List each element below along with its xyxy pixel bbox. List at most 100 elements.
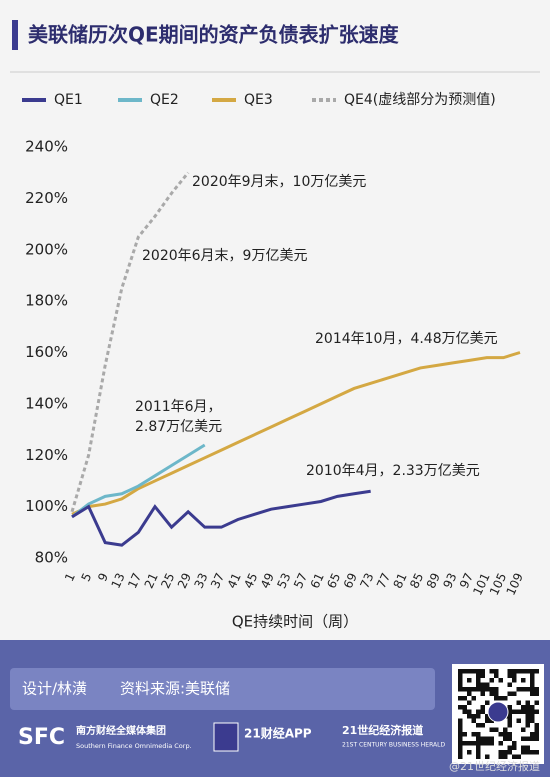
qr-cell <box>471 687 476 692</box>
qr-cell <box>534 732 539 737</box>
qr-cell <box>476 682 481 687</box>
y-tick-label: 220% <box>25 189 68 207</box>
annotation: 2020年6月末，9万亿美元 <box>142 248 307 264</box>
qr-cell <box>467 669 472 674</box>
qr-cell <box>507 736 512 741</box>
qr-cell <box>534 723 539 728</box>
qr-badge <box>487 701 509 723</box>
credit: 设计/林潢 <box>22 680 87 698</box>
x-tick-label: 81 <box>391 571 410 591</box>
qr-cell <box>525 700 530 705</box>
qr-cell <box>494 669 499 674</box>
legend-label: QE4(虚线部分为预测值) <box>344 92 496 108</box>
qr-cell <box>476 714 481 719</box>
qr-cell <box>521 705 526 710</box>
source: 资料来源:美联储 <box>120 680 230 698</box>
legend-label: QE2 <box>150 92 179 108</box>
qr-cell <box>525 718 530 723</box>
qr-cell <box>476 678 481 683</box>
qr-cell <box>480 687 485 692</box>
series-line <box>71 443 206 519</box>
qr-cell <box>458 745 463 750</box>
qr-cell <box>521 727 526 732</box>
x-tick-label: 45 <box>241 571 260 591</box>
qr-cell <box>507 691 512 696</box>
qr-cell <box>525 714 530 719</box>
qr-cell <box>480 723 485 728</box>
qr-cell <box>507 714 512 719</box>
qr-cell <box>485 741 490 746</box>
qr-cell <box>485 682 490 687</box>
x-tick-label: 93 <box>440 571 459 591</box>
qr-cell <box>498 741 503 746</box>
qr-cell <box>476 687 481 692</box>
qr-cell <box>471 669 476 674</box>
x-tick-label: 41 <box>225 571 244 591</box>
qr-cell <box>467 687 472 692</box>
qr-cell <box>485 700 490 705</box>
qr-cell <box>503 732 508 737</box>
qr-cell <box>485 754 490 759</box>
qr-cell <box>507 705 512 710</box>
qr-cell <box>507 723 512 728</box>
qr-cell <box>489 678 494 683</box>
qr-cell <box>534 750 539 755</box>
logo: 南方财经全媒体集团 <box>76 724 166 737</box>
x-tick-label: 33 <box>191 571 210 591</box>
y-tick-label: 100% <box>25 497 68 515</box>
x-tick-label: 77 <box>374 571 393 591</box>
qr-cell <box>471 718 476 723</box>
qr-cell <box>503 754 508 759</box>
y-tick-label: 80% <box>35 549 68 567</box>
qr-cell <box>467 678 472 683</box>
qr-cell <box>462 687 467 692</box>
app-icon <box>213 722 239 752</box>
qr-cell <box>516 709 521 714</box>
qr-cell <box>458 718 463 723</box>
qr-cell <box>507 673 512 678</box>
x-tick-label: 49 <box>258 571 277 591</box>
qr-cell <box>534 687 539 692</box>
x-axis-label: QE持续时间（周） <box>232 613 358 631</box>
qr-cell <box>458 678 463 683</box>
qr-cell <box>534 709 539 714</box>
qr-cell <box>480 673 485 678</box>
x-tick-label: 73 <box>357 571 376 591</box>
qr-cell <box>530 736 535 741</box>
qr-cell <box>494 691 499 696</box>
qr-cell <box>480 736 485 741</box>
qr-cell <box>521 669 526 674</box>
x-tick-label: 61 <box>308 571 327 591</box>
qr-cell <box>507 750 512 755</box>
qr-cell <box>534 691 539 696</box>
qr-cell <box>476 741 481 746</box>
qr-cell <box>512 709 517 714</box>
qr-cell <box>498 678 503 683</box>
qr-cell <box>494 696 499 701</box>
qr-cell <box>480 741 485 746</box>
qr-cell <box>476 736 481 741</box>
y-tick-label: 180% <box>25 292 68 310</box>
qr-cell <box>489 736 494 741</box>
series-line <box>71 351 521 516</box>
x-tick-label: 89 <box>424 571 443 591</box>
qr-cell <box>494 687 499 692</box>
qr-cell <box>485 736 490 741</box>
qr-cell <box>516 669 521 674</box>
qr-cell <box>521 745 526 750</box>
logo: 21ST CENTURY BUSINESS HERALD <box>342 742 445 749</box>
qr-pattern <box>458 669 539 759</box>
qr-cell <box>462 705 467 710</box>
qr-cell <box>530 691 535 696</box>
qr-cell <box>458 750 463 755</box>
qr-cell <box>512 678 517 683</box>
qr-cell <box>503 696 508 701</box>
watermark: @21世纪经济报道 <box>449 759 540 773</box>
qr-cell <box>525 745 530 750</box>
qr-cell <box>534 727 539 732</box>
qr-cell <box>498 732 503 737</box>
qr-cell <box>476 732 481 737</box>
logo: 21世纪经济报道 <box>342 723 423 737</box>
credit-box <box>10 668 435 710</box>
